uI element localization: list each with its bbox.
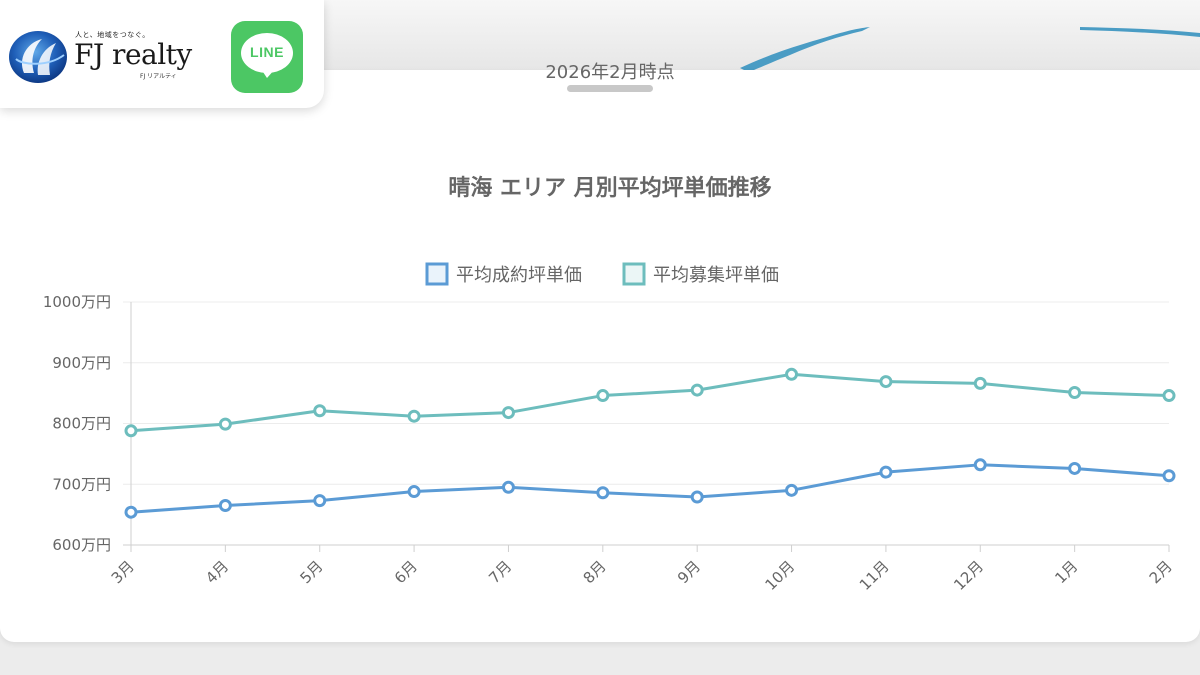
as-of-date: 2026年2月時点 [545, 62, 675, 83]
x-tick-label: 7月 [485, 557, 515, 587]
data-point-contract[interactable] [501, 480, 515, 494]
x-tick-label: 5月 [296, 557, 326, 587]
data-point-listing[interactable] [596, 389, 610, 403]
data-point-listing[interactable] [785, 367, 799, 381]
legend-label-listing: 平均募集坪単価 [653, 265, 779, 286]
data-point-contract[interactable] [124, 505, 138, 519]
line-bubble-icon [241, 33, 293, 73]
x-tick-label: 1月 [1051, 557, 1081, 587]
x-tick-label: 10月 [762, 557, 799, 594]
legend: 平均成約坪単価 平均募集坪単価 [425, 262, 779, 286]
data-point-contract[interactable] [973, 458, 987, 472]
line-chart: 晴海 エリア 月別平均坪単価推移 平均成約坪単価 平均募集坪単価 600万円 70… [43, 175, 1176, 594]
brand-name[interactable]: FJ realty [74, 38, 192, 71]
brand-tagline: 人と、地域をつなぐ。 [75, 31, 150, 39]
x-tick-label: 2月 [1146, 557, 1176, 587]
legend-swatch-contract [425, 262, 449, 286]
fj-logo-icon[interactable] [8, 29, 70, 85]
y-tick-label: 1000万円 [43, 293, 111, 311]
y-axis: 600万円 700万円 800万円 900万円 1000万円 [43, 293, 111, 554]
data-point-listing[interactable] [218, 417, 232, 431]
data-point-contract[interactable] [313, 494, 327, 508]
chart-title: 晴海 エリア 月別平均坪単価推移 [448, 175, 771, 201]
data-point-listing[interactable] [690, 383, 704, 397]
x-tick-label: 8月 [580, 557, 610, 587]
line-button[interactable]: LINE [231, 21, 303, 93]
data-point-contract[interactable] [218, 499, 232, 513]
data-point-contract[interactable] [879, 465, 893, 479]
data-point-listing[interactable] [407, 409, 421, 423]
data-point-listing[interactable] [879, 375, 893, 389]
x-tick-label: 11月 [856, 557, 893, 594]
brand-subtitle: FJ リアルティ [140, 73, 177, 80]
series-line-listing [130, 372, 1170, 433]
x-axis: 3月 4月 5月 6月 7月 8月 9月 10月 11月 12月 1月 2月 [108, 545, 1176, 594]
y-tick-label: 600万円 [52, 536, 111, 554]
x-tick-label: 3月 [108, 557, 138, 587]
y-tick-label: 700万円 [52, 475, 111, 493]
scroll-indicator[interactable] [567, 85, 653, 92]
series [124, 367, 1176, 519]
data-point-contract[interactable] [407, 485, 421, 499]
x-tick-label: 12月 [950, 557, 987, 594]
data-point-listing[interactable] [1068, 386, 1082, 400]
wave-decoration [740, 27, 1200, 72]
x-tick-label: 4月 [202, 557, 232, 587]
data-point-listing[interactable] [124, 424, 138, 438]
x-tick-label: 9月 [674, 557, 704, 587]
y-tick-label: 800万円 [52, 415, 111, 433]
grid [123, 301, 1169, 546]
legend-item-listing[interactable]: 平均募集坪単価 [622, 262, 779, 286]
y-tick-label: 900万円 [52, 354, 111, 372]
line-bubble-tail [261, 69, 275, 78]
data-point-listing[interactable] [1162, 389, 1176, 403]
data-point-contract[interactable] [690, 490, 704, 504]
header-logo-box: 人と、地域をつなぐ。 FJ realty FJ リアルティ LINE [0, 0, 324, 108]
legend-label-contract: 平均成約坪単価 [456, 265, 582, 286]
line-label: LINE [250, 44, 284, 60]
series-line-contract [130, 463, 1170, 514]
legend-item-contract[interactable]: 平均成約坪単価 [425, 262, 582, 286]
x-tick-label: 6月 [391, 557, 421, 587]
data-point-listing[interactable] [501, 406, 515, 420]
legend-swatch-listing [622, 262, 646, 286]
data-point-contract[interactable] [785, 483, 799, 497]
data-point-contract[interactable] [596, 486, 610, 500]
chart-card: 晴海 エリア 月別平均坪単価推移 平均成約坪単価 平均募集坪単価 600万円 70… [0, 70, 1200, 642]
data-point-listing[interactable] [973, 376, 987, 390]
data-point-contract[interactable] [1068, 461, 1082, 475]
data-point-contract[interactable] [1162, 469, 1176, 483]
data-point-listing[interactable] [313, 404, 327, 418]
